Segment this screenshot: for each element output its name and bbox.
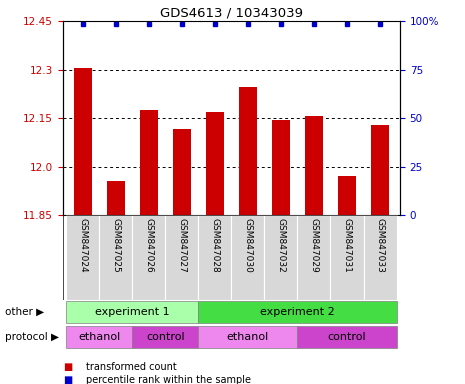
Text: GSM847030: GSM847030 bbox=[243, 218, 252, 273]
Text: GSM847029: GSM847029 bbox=[310, 218, 319, 272]
Bar bbox=[132, 326, 198, 348]
Bar bbox=[364, 215, 397, 300]
Bar bbox=[198, 301, 397, 323]
Text: transformed count: transformed count bbox=[86, 362, 177, 372]
Bar bbox=[265, 215, 298, 300]
Bar bbox=[338, 176, 356, 215]
Bar bbox=[298, 215, 331, 300]
Bar bbox=[99, 215, 132, 300]
Text: other ▶: other ▶ bbox=[5, 307, 44, 317]
Text: GSM847028: GSM847028 bbox=[210, 218, 219, 272]
Text: control: control bbox=[146, 332, 185, 342]
Bar bbox=[239, 88, 257, 215]
Text: GSM847027: GSM847027 bbox=[177, 218, 186, 272]
Text: ■: ■ bbox=[63, 375, 72, 384]
Text: GSM847024: GSM847024 bbox=[78, 218, 87, 272]
Bar bbox=[106, 181, 125, 215]
Text: GSM847031: GSM847031 bbox=[343, 218, 352, 273]
Bar bbox=[132, 215, 165, 300]
Bar bbox=[73, 68, 92, 215]
Text: percentile rank within the sample: percentile rank within the sample bbox=[86, 375, 251, 384]
Bar bbox=[66, 301, 198, 323]
Text: experiment 1: experiment 1 bbox=[95, 307, 170, 317]
Bar bbox=[298, 326, 397, 348]
Text: ethanol: ethanol bbox=[78, 332, 120, 342]
Text: GSM847032: GSM847032 bbox=[276, 218, 286, 272]
Bar bbox=[272, 120, 290, 215]
Text: control: control bbox=[328, 332, 366, 342]
Text: ethanol: ethanol bbox=[227, 332, 269, 342]
Text: ■: ■ bbox=[63, 362, 72, 372]
Text: GSM847033: GSM847033 bbox=[376, 218, 385, 273]
Bar bbox=[140, 110, 158, 215]
Bar bbox=[198, 326, 298, 348]
Bar bbox=[331, 215, 364, 300]
Text: GSM847026: GSM847026 bbox=[144, 218, 153, 272]
Bar bbox=[165, 215, 198, 300]
Bar bbox=[305, 116, 323, 215]
Bar bbox=[371, 124, 389, 215]
Text: GSM847025: GSM847025 bbox=[111, 218, 120, 272]
Text: experiment 2: experiment 2 bbox=[260, 307, 335, 317]
Title: GDS4613 / 10343039: GDS4613 / 10343039 bbox=[160, 7, 303, 20]
Text: protocol ▶: protocol ▶ bbox=[5, 332, 59, 342]
Bar bbox=[198, 215, 232, 300]
Bar bbox=[66, 215, 99, 300]
Bar bbox=[66, 326, 132, 348]
Bar bbox=[232, 215, 265, 300]
Bar bbox=[206, 112, 224, 215]
Bar bbox=[173, 129, 191, 215]
